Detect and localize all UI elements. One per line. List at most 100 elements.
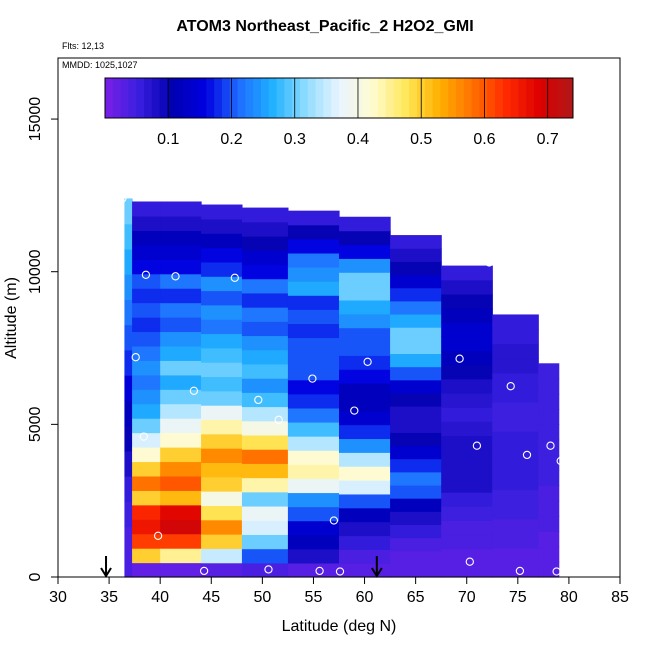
heatmap-cell (132, 504, 161, 520)
heatmap-cell (339, 424, 391, 440)
profile-marker-arrowhead (100, 567, 112, 578)
observation-point (308, 374, 317, 383)
heatmap-cell (538, 393, 560, 410)
colorbar-swatch (315, 78, 324, 118)
heatmap-cell (124, 501, 133, 528)
heatmap-cell (538, 363, 560, 380)
heatmap-cell (201, 376, 243, 392)
colorbar-swatch (456, 78, 465, 118)
heatmap-cell (160, 201, 202, 217)
heatmap-cell (492, 387, 539, 403)
x-tick-label: 65 (407, 589, 425, 606)
heatmap-cell (201, 405, 243, 421)
heatmap-cell (287, 436, 340, 451)
heatmap-cell (339, 230, 391, 246)
heatmap-cell (441, 534, 493, 550)
heatmap-cell (241, 264, 289, 280)
x-tick-label: 55 (305, 589, 323, 606)
heatmap-cell (390, 419, 442, 433)
heatmap-cell (132, 533, 161, 549)
heatmap-cell (339, 341, 391, 356)
heatmap-cell (287, 281, 340, 296)
heatmap-cell (441, 492, 493, 507)
heatmap-cell (538, 378, 560, 395)
heatmap-cell (441, 308, 493, 323)
heatmap-cell (287, 562, 340, 578)
heatmap-cell (160, 273, 202, 289)
heatmap-cell (160, 519, 202, 535)
heatmap-cell (339, 521, 391, 537)
colorbar-swatch (198, 78, 207, 118)
heatmap-cell (287, 506, 340, 522)
heatmap-cell (441, 506, 493, 521)
heatmap-cell (201, 347, 243, 363)
heatmap-cell (287, 267, 340, 282)
heatmap-cell (124, 551, 133, 578)
profile-marker-arrowhead (370, 567, 383, 578)
heatmap-cell (538, 424, 560, 441)
heatmap-cell (132, 273, 161, 289)
heatmap-cell (201, 304, 243, 320)
observation-point (465, 557, 474, 566)
colorbar-swatch (479, 78, 488, 118)
heatmap-cell (132, 519, 161, 535)
observation-point (131, 353, 140, 362)
x-tick-label: 45 (202, 589, 220, 606)
colorbar-tick-label: 0.6 (473, 131, 495, 148)
heatmap-cell (441, 392, 493, 408)
observation-point (485, 258, 494, 267)
heatmap-cell (160, 504, 202, 520)
heatmap-cell (132, 418, 161, 434)
heatmap-cell (132, 215, 161, 231)
colorbar-swatch (151, 78, 161, 118)
heatmap-cell (390, 563, 442, 578)
heatmap-cell (339, 369, 391, 384)
heatmap-cell (390, 313, 442, 328)
heatmap-cell (441, 364, 493, 380)
y-tick-label: 15000 (27, 97, 44, 142)
colorbar-swatch (253, 78, 262, 118)
heatmap-cell (390, 235, 442, 249)
colorbar-swatch (549, 78, 558, 118)
colorbar-swatch (261, 78, 270, 118)
heatmap-cell (160, 490, 202, 506)
heatmap-cell (441, 279, 493, 295)
colorbar-swatch (502, 78, 512, 118)
heatmap-cell (390, 274, 442, 289)
heatmap-cell (492, 445, 539, 461)
heatmap-cell (339, 563, 391, 578)
heatmap-cell (160, 461, 202, 477)
heatmap-cell (538, 454, 560, 471)
heatmap-cell (160, 432, 202, 448)
heatmap-cell (492, 358, 539, 374)
colorbar-swatch (229, 78, 239, 118)
heatmap-cell (339, 549, 391, 564)
heatmap-cell (160, 418, 202, 434)
colorbar-tick-label: 0.3 (284, 131, 306, 148)
heatmap-cell (241, 335, 289, 351)
heatmap-cell (201, 505, 243, 521)
heatmap-cell (441, 322, 493, 337)
heatmap-cell (492, 460, 539, 476)
colorbar-swatch (385, 78, 395, 118)
heatmap-cell (201, 247, 243, 263)
heatmap-cell (132, 230, 161, 246)
colorbar-swatch (401, 78, 410, 118)
heatmap-cell (241, 207, 289, 223)
heatmap-cell (287, 309, 340, 324)
heatmap-cell (201, 233, 243, 249)
heatmap-cell (124, 248, 133, 275)
heatmap-cell (201, 204, 243, 220)
x-axis-label: Latitude (deg N) (282, 618, 397, 635)
colorbar: 0.1 0.2 0.3 0.4 0.5 0.6 0.7 (104, 77, 574, 148)
heatmap-cell (492, 343, 539, 359)
heatmap-cell (441, 562, 493, 578)
plot-frame (57, 57, 621, 578)
heatmap-cell (287, 238, 340, 254)
colorbar-swatch (136, 78, 145, 118)
observation-point (350, 406, 359, 415)
colorbar-swatch (565, 78, 574, 118)
heatmap-cell (390, 392, 442, 407)
observation-point (254, 395, 263, 405)
